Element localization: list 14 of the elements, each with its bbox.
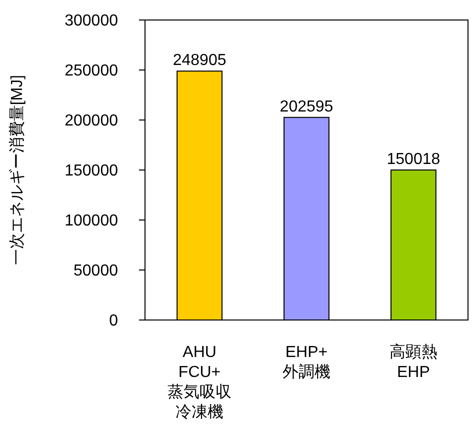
y-tick-label: 150000 [64,162,118,180]
data-label: 150018 [386,150,440,168]
y-tick-label: 250000 [64,62,118,80]
y-tick-label: 100000 [64,212,118,230]
data-label: 202595 [280,98,334,116]
y-tick-label: 200000 [64,112,118,130]
y-tick-label: 0 [109,312,118,330]
y-tick-label: 50000 [74,262,118,280]
y-tick-label: 300000 [64,12,118,30]
data-label: 248905 [172,52,226,70]
x-tick-label: EHP+ 外調機 [282,344,330,381]
x-tick-label: AHU FCU+ 蒸気吸収冷凍機 [168,344,232,421]
y-axis-title: 一次エネルギー消費量[MJ] [8,74,26,266]
x-tick-label: 高顕熱 EHP [389,343,438,381]
